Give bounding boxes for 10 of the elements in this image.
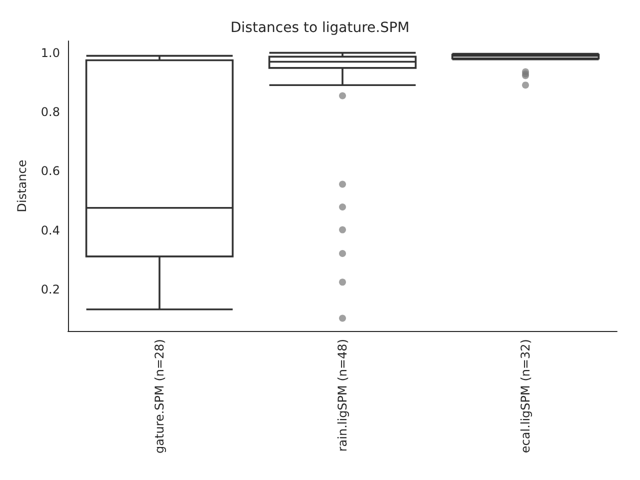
y-tick-label: 0.8 [40,105,60,120]
y-tick-label: 0.6 [40,164,60,178]
y-axis-title: Distance [15,160,29,212]
x-tick-label: ecal.ligSPM (n=32) [518,339,532,454]
y-tick-label: 0.2 [40,282,60,297]
y-tick-label: 0.4 [40,223,60,238]
x-tick-label: rain.ligSPM (n=48) [336,339,350,452]
x-tick-label: gature.SPM (n=28) [152,339,166,454]
y-tick-label: 1.0 [40,46,60,60]
chart-title: Distances to ligature.SPM [230,20,410,36]
